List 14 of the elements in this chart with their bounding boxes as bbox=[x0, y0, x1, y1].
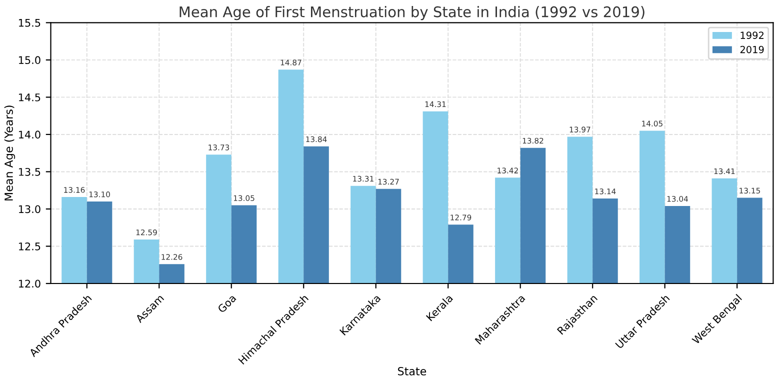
x-axis-title: State bbox=[398, 367, 426, 376]
legend-label: 2019 bbox=[740, 46, 764, 54]
y-tick-label: 15.0 bbox=[18, 56, 40, 64]
y-tick-label: 13.5 bbox=[18, 168, 40, 176]
y-tick-label: 15.5 bbox=[18, 19, 40, 27]
y-tick-label: 14.0 bbox=[18, 130, 40, 139]
legend-label: 1992 bbox=[740, 32, 764, 39]
y-tick-label: 12.5 bbox=[18, 242, 40, 250]
y-tick-label: 13.0 bbox=[18, 205, 40, 214]
chart-title: Mean Age of First Menstruation by State in India (1992 vs 2019) bbox=[180, 6, 644, 20]
y-tick-label: 14.5 bbox=[18, 94, 40, 102]
y-tick-label: 12.0 bbox=[18, 280, 40, 288]
y-axis-title: Mean Age (Years) bbox=[4, 106, 16, 200]
x-tick-label: Goa bbox=[217, 294, 236, 314]
